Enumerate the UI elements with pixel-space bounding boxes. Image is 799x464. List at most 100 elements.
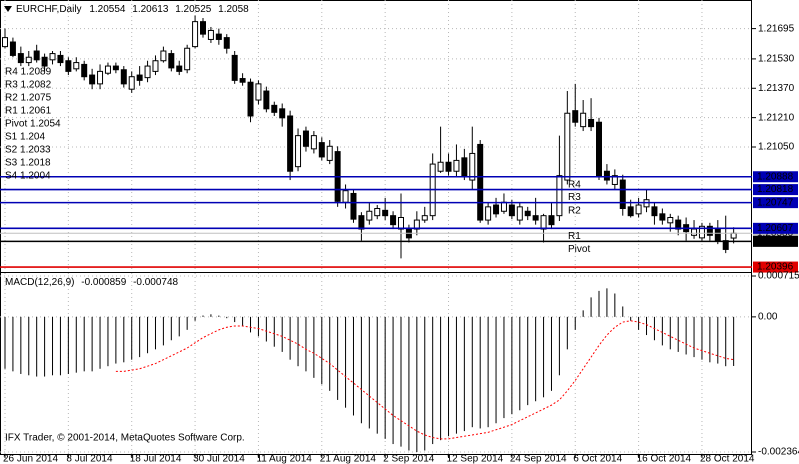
x-tick-label: 18 Jul 2014 xyxy=(130,454,182,464)
candle-body xyxy=(342,190,349,203)
candle-body xyxy=(144,65,151,79)
y-tick-label: -0.002364 xyxy=(758,447,799,458)
candle-body xyxy=(120,69,127,85)
candle-body xyxy=(532,215,539,221)
pivot-table-row: R3 1.2082 xyxy=(5,80,52,91)
candle-body xyxy=(596,121,602,177)
candle-body xyxy=(215,33,222,40)
candle-body xyxy=(160,50,167,62)
x-tick-label: 11 Aug 2014 xyxy=(256,454,312,464)
candle-body xyxy=(382,209,389,217)
candle-body xyxy=(2,37,8,48)
candle-body xyxy=(667,217,674,224)
level-label-box xyxy=(753,184,798,196)
chart-header: EURCHF,Daily 1.20554 1.20613 1.20525 1.2… xyxy=(16,4,249,15)
candle-body xyxy=(556,175,563,217)
x-tick-label: 6 Oct 2014 xyxy=(573,454,622,464)
candle-body xyxy=(572,110,579,123)
candle-body xyxy=(65,60,72,72)
candle-body xyxy=(564,112,571,181)
candle-body xyxy=(516,206,523,221)
y-tick-label: 0.000715 xyxy=(758,271,799,282)
indicator-header: MACD(12,26,9) -0.000859 -0.000748 xyxy=(5,277,179,288)
candle-body xyxy=(41,56,48,67)
candle-body xyxy=(437,161,444,172)
candle-body xyxy=(49,53,56,61)
candle-body xyxy=(73,62,80,70)
last-close: 1.2058 xyxy=(218,4,249,15)
x-tick-label: 21 Aug 2014 xyxy=(320,454,377,464)
grid-layer xyxy=(0,0,756,458)
candle-body xyxy=(691,228,698,236)
candle-body xyxy=(635,204,642,215)
pivot-table-row: R1 1.2061 xyxy=(5,106,52,117)
candle-body xyxy=(97,70,104,85)
candle-body xyxy=(469,152,476,181)
y-tick-label: 1.21370 xyxy=(758,83,795,94)
x-tick-label: 16 Oct 2014 xyxy=(637,454,692,464)
candle-body xyxy=(17,53,24,64)
candle-body xyxy=(524,210,531,217)
candle-body xyxy=(200,21,206,35)
candle-body xyxy=(350,192,357,220)
level-name: R4 xyxy=(568,179,581,190)
macd-last-value: -0.000859 xyxy=(81,277,126,288)
candle-body xyxy=(302,130,309,147)
candle-body xyxy=(295,135,302,168)
x-tick-label: 30 Jul 2014 xyxy=(193,454,245,464)
candle-body xyxy=(714,228,721,242)
candle-body xyxy=(81,63,88,78)
candle-body xyxy=(659,213,666,221)
candle-body xyxy=(326,145,333,161)
candle-body xyxy=(231,54,238,81)
levels-layer: 1.205801.20888R41.20818R31.20747R21.2060… xyxy=(0,171,798,273)
chart-title: EURCHF,Daily xyxy=(16,4,82,15)
candle-body xyxy=(263,90,270,110)
candle-body xyxy=(421,215,428,221)
candle-body xyxy=(104,65,111,74)
level-name: R3 xyxy=(568,192,581,203)
y-tick-label: 1.21530 xyxy=(758,54,795,65)
candle-body xyxy=(588,118,595,128)
candle-body xyxy=(651,206,658,217)
level-label-box xyxy=(753,222,798,234)
footer: IFX Trader, © 2001-2014, MetaQuotes Soft… xyxy=(5,433,245,444)
candle-body xyxy=(374,208,381,217)
candle-body xyxy=(603,170,610,181)
y-tick-label: 0.00 xyxy=(758,312,778,323)
last-open: 1.20554 xyxy=(89,4,126,15)
candle-body xyxy=(247,81,254,117)
candle-body xyxy=(500,201,507,212)
level-label-box xyxy=(753,261,798,273)
candle-body xyxy=(9,41,16,56)
candle-body xyxy=(611,175,618,185)
last-low: 1.20525 xyxy=(175,4,212,15)
candle-body xyxy=(239,78,246,83)
pivot-table-row: S3 1.2018 xyxy=(5,158,51,169)
candle-body xyxy=(580,112,587,128)
candle-body xyxy=(25,56,32,64)
indicator-title: MACD(12,26,9) xyxy=(5,277,74,288)
candle-body xyxy=(223,37,230,49)
candle-body xyxy=(477,143,484,221)
pivot-table-row: S1 1.204 xyxy=(5,132,45,143)
candle-body xyxy=(398,217,404,230)
level-value-label: 1.20396 xyxy=(757,262,794,273)
level-label-box xyxy=(753,235,798,247)
candle-body xyxy=(136,74,143,81)
candle-body xyxy=(192,21,199,48)
candle-body xyxy=(318,142,325,158)
candle-body xyxy=(461,157,468,177)
pivot-table-row: S4 1.2004 xyxy=(5,171,51,182)
candle-body xyxy=(730,232,737,239)
candle-body xyxy=(279,108,286,119)
x-tick-label: 8 Jul 2014 xyxy=(66,454,113,464)
level-name: R1 xyxy=(568,231,581,242)
text-layer: EURCHF,Daily 1.20554 1.20613 1.20525 1.2… xyxy=(3,4,799,464)
candle-body xyxy=(548,215,555,226)
level-name: Pivot xyxy=(568,244,590,255)
candle-body xyxy=(255,83,262,101)
x-tick-label: 12 Sep 2014 xyxy=(447,454,504,464)
candle-body xyxy=(698,225,705,239)
